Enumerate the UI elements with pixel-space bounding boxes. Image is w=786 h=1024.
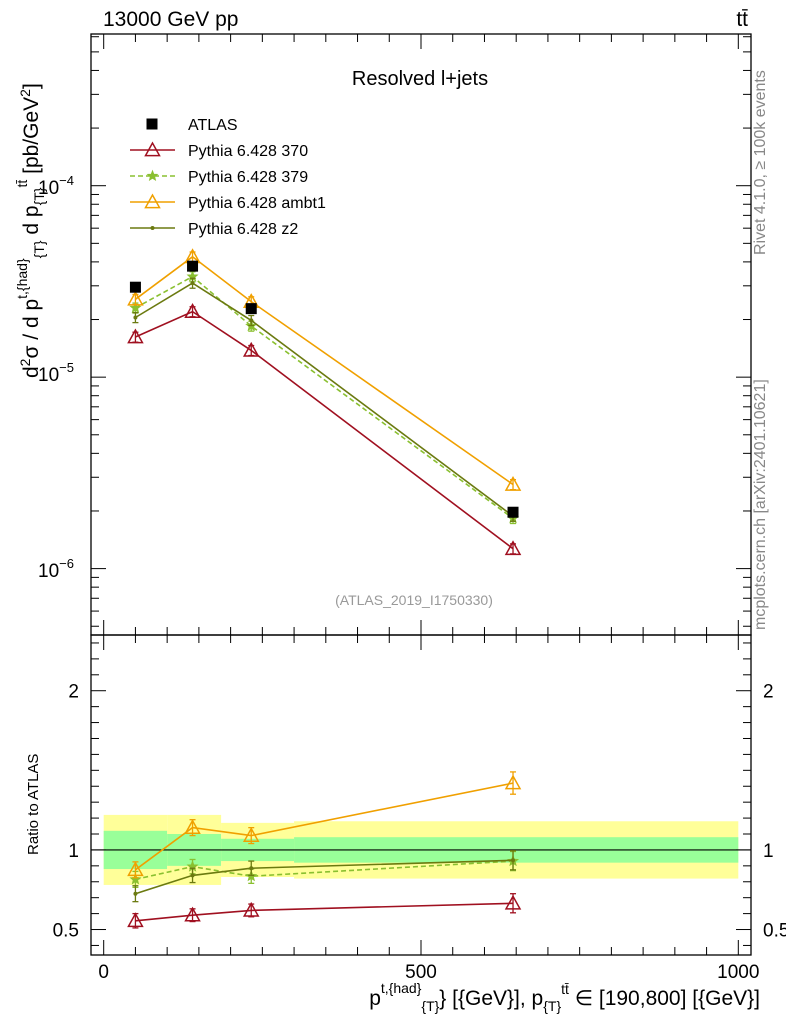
series-point — [504, 475, 522, 491]
ratio-line — [134, 782, 514, 871]
ratio-point — [242, 901, 260, 917]
ratio-point — [249, 866, 254, 871]
ratio-panel-frame — [90, 634, 752, 956]
legend-label: Pythia 6.428 ambt1 — [188, 195, 326, 212]
process-label: tt̄ — [736, 8, 748, 31]
legend-label: Pythia 6.428 370 — [188, 143, 308, 160]
legend: ATLAS Pythia 6.428 370 Pythia 6.428 379 Pyt… — [130, 117, 326, 238]
legend-marker — [150, 226, 155, 230]
rivet-version-label: Rivet 4.1.0, ≥ 100k events — [752, 70, 769, 255]
ratio-point — [242, 827, 260, 842]
series-point — [133, 315, 138, 320]
mcplots-label: mcplots.cern.ch [arXiv:2401.10621] — [752, 379, 769, 630]
y-tick-label-1e-5: 10−5 — [38, 360, 74, 386]
ratio-line — [135, 859, 514, 895]
ratio-y-tick-label: 2 — [763, 682, 774, 703]
series-point — [129, 301, 142, 314]
x-tick-labels: 0 500 1000 — [98, 962, 759, 983]
x-tick-label: 500 — [405, 962, 437, 983]
legend-marker — [146, 169, 159, 182]
series-line — [134, 282, 514, 517]
energy-label: 13000 GeV pp — [103, 8, 238, 31]
analysis-id: (ATLAS_2019_I1750330) — [335, 592, 493, 608]
ratio-point — [511, 858, 516, 863]
ratio-point — [504, 774, 522, 790]
data-point — [129, 281, 141, 293]
legend-label-atlas: ATLAS — [188, 117, 238, 134]
ratio-point — [127, 912, 144, 928]
ratio-y-tick-label: 0.5 — [763, 921, 786, 942]
data-point — [187, 260, 199, 272]
ratio-point — [184, 906, 201, 922]
data-point — [245, 303, 257, 315]
data-point — [507, 506, 519, 518]
legend-label: Pythia 6.428 z2 — [188, 221, 298, 238]
ratio-y-tick-labels: 0.5 0.5 1 1 2 2 — [53, 682, 786, 942]
ratio-y-tick-label: 1 — [68, 841, 79, 862]
y-tick-label-1e-6: 10−6 — [38, 556, 74, 582]
legend-label: Pythia 6.428 379 — [188, 169, 308, 186]
series-point — [127, 328, 144, 344]
ratio-point — [127, 861, 144, 877]
series-point — [249, 318, 254, 323]
chart-title: Resolved l+jets — [352, 68, 488, 90]
series-point — [242, 341, 260, 357]
series-line — [135, 310, 514, 550]
ratio-point — [184, 819, 201, 834]
legend-marker — [144, 141, 161, 157]
ratio-y-tick-label: 2 — [68, 682, 79, 703]
ratio-panel-series — [127, 771, 522, 929]
series-line — [135, 275, 514, 520]
series-line — [134, 255, 514, 486]
x-tick-label: 1000 — [717, 962, 759, 983]
main-y-tick-labels: 10−6 10−5 10−4 — [38, 173, 74, 582]
axis-ticks — [91, 34, 751, 955]
ratio-y-tick-label: 1 — [763, 841, 774, 862]
ratio-point — [133, 891, 138, 896]
legend-marker — [144, 193, 161, 209]
main-panel-series — [127, 248, 522, 556]
series-point — [504, 540, 522, 556]
x-axis-title: pt,{had}{T}} [{GeV}], p{T}tt̄ ∈ [190,800… — [369, 980, 760, 1014]
ratio-y-tick-label: 0.5 — [53, 921, 79, 942]
ratio-line — [135, 902, 514, 922]
ratio-point — [504, 894, 522, 910]
x-tick-label: 0 — [98, 962, 109, 983]
ratio-y-axis-title: Ratio to ATLAS — [25, 754, 42, 855]
ratio-point — [190, 873, 195, 878]
ratio-point — [129, 873, 142, 885]
legend-marker-atlas — [146, 118, 158, 130]
series-point — [190, 281, 195, 286]
y-axis-title: d2σ / d pt,{had}{T} d p{T}tt̄ [pb/GeV2] — [14, 83, 47, 378]
series-point — [127, 290, 144, 306]
series-point — [184, 303, 201, 318]
